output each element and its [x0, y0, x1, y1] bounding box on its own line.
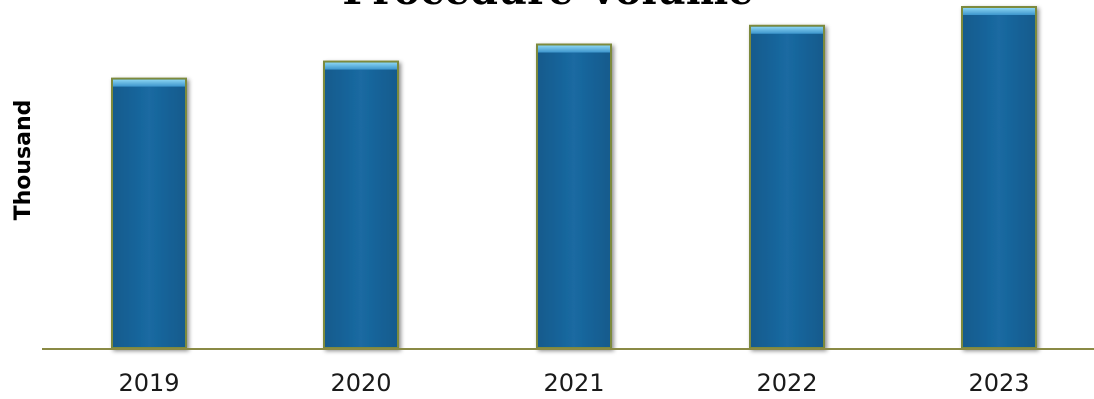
bar-top-highlight — [751, 26, 823, 34]
bar-2020 — [323, 60, 399, 350]
x-tick-label: 2021 — [543, 369, 604, 397]
bar-body — [323, 60, 399, 350]
bar-top-highlight — [113, 79, 185, 87]
x-tick-label: 2020 — [330, 369, 391, 397]
bar-2023 — [961, 6, 1037, 349]
bar-top-highlight — [538, 45, 610, 53]
bar-body — [961, 6, 1037, 349]
bar-top-highlight — [963, 8, 1035, 15]
y-axis-label: Thousand — [11, 100, 36, 221]
bar-top-highlight — [325, 62, 397, 70]
bar-2019 — [111, 77, 187, 350]
bar-2022 — [749, 24, 825, 349]
bar-body — [749, 24, 825, 349]
x-tick-label: 2019 — [118, 369, 179, 397]
bar-2021 — [536, 43, 612, 349]
bar-body — [536, 43, 612, 349]
x-tick-label: 2022 — [756, 369, 817, 397]
bar-body — [111, 77, 187, 350]
x-tick-label: 2023 — [968, 369, 1029, 397]
chart-title: Procedure Volume — [342, 0, 753, 14]
